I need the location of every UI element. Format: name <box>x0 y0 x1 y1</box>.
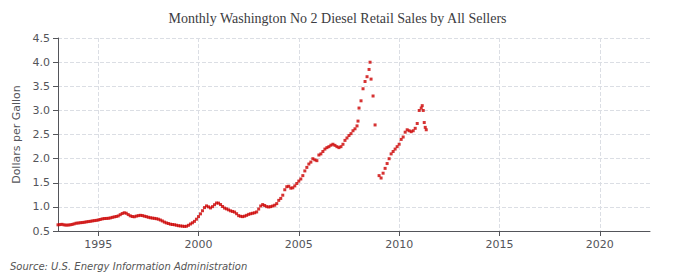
svg-text:Monthly Washington No 2 Diesel: Monthly Washington No 2 Diesel Retail Sa… <box>168 11 506 26</box>
svg-text:1.5: 1.5 <box>33 176 51 189</box>
svg-text:2015: 2015 <box>485 238 513 251</box>
svg-text:4.0: 4.0 <box>33 56 51 69</box>
svg-text:2010: 2010 <box>385 238 413 251</box>
svg-text:1.0: 1.0 <box>33 200 51 213</box>
svg-text:4.5: 4.5 <box>33 32 51 45</box>
svg-text:3.5: 3.5 <box>33 80 51 93</box>
svg-text:3.0: 3.0 <box>33 104 51 117</box>
svg-text:2000: 2000 <box>184 238 212 251</box>
svg-text:Source: U.S. Energy Informatio: Source: U.S. Energy Information Administ… <box>10 261 247 272</box>
svg-text:2.0: 2.0 <box>33 152 51 165</box>
svg-text:2005: 2005 <box>285 238 313 251</box>
svg-text:1995: 1995 <box>84 238 112 251</box>
svg-text:0.5: 0.5 <box>33 225 51 238</box>
svg-text:2020: 2020 <box>586 238 614 251</box>
svg-text:2.5: 2.5 <box>33 128 51 141</box>
svg-text:Dollars per Gallon: Dollars per Gallon <box>10 85 23 184</box>
